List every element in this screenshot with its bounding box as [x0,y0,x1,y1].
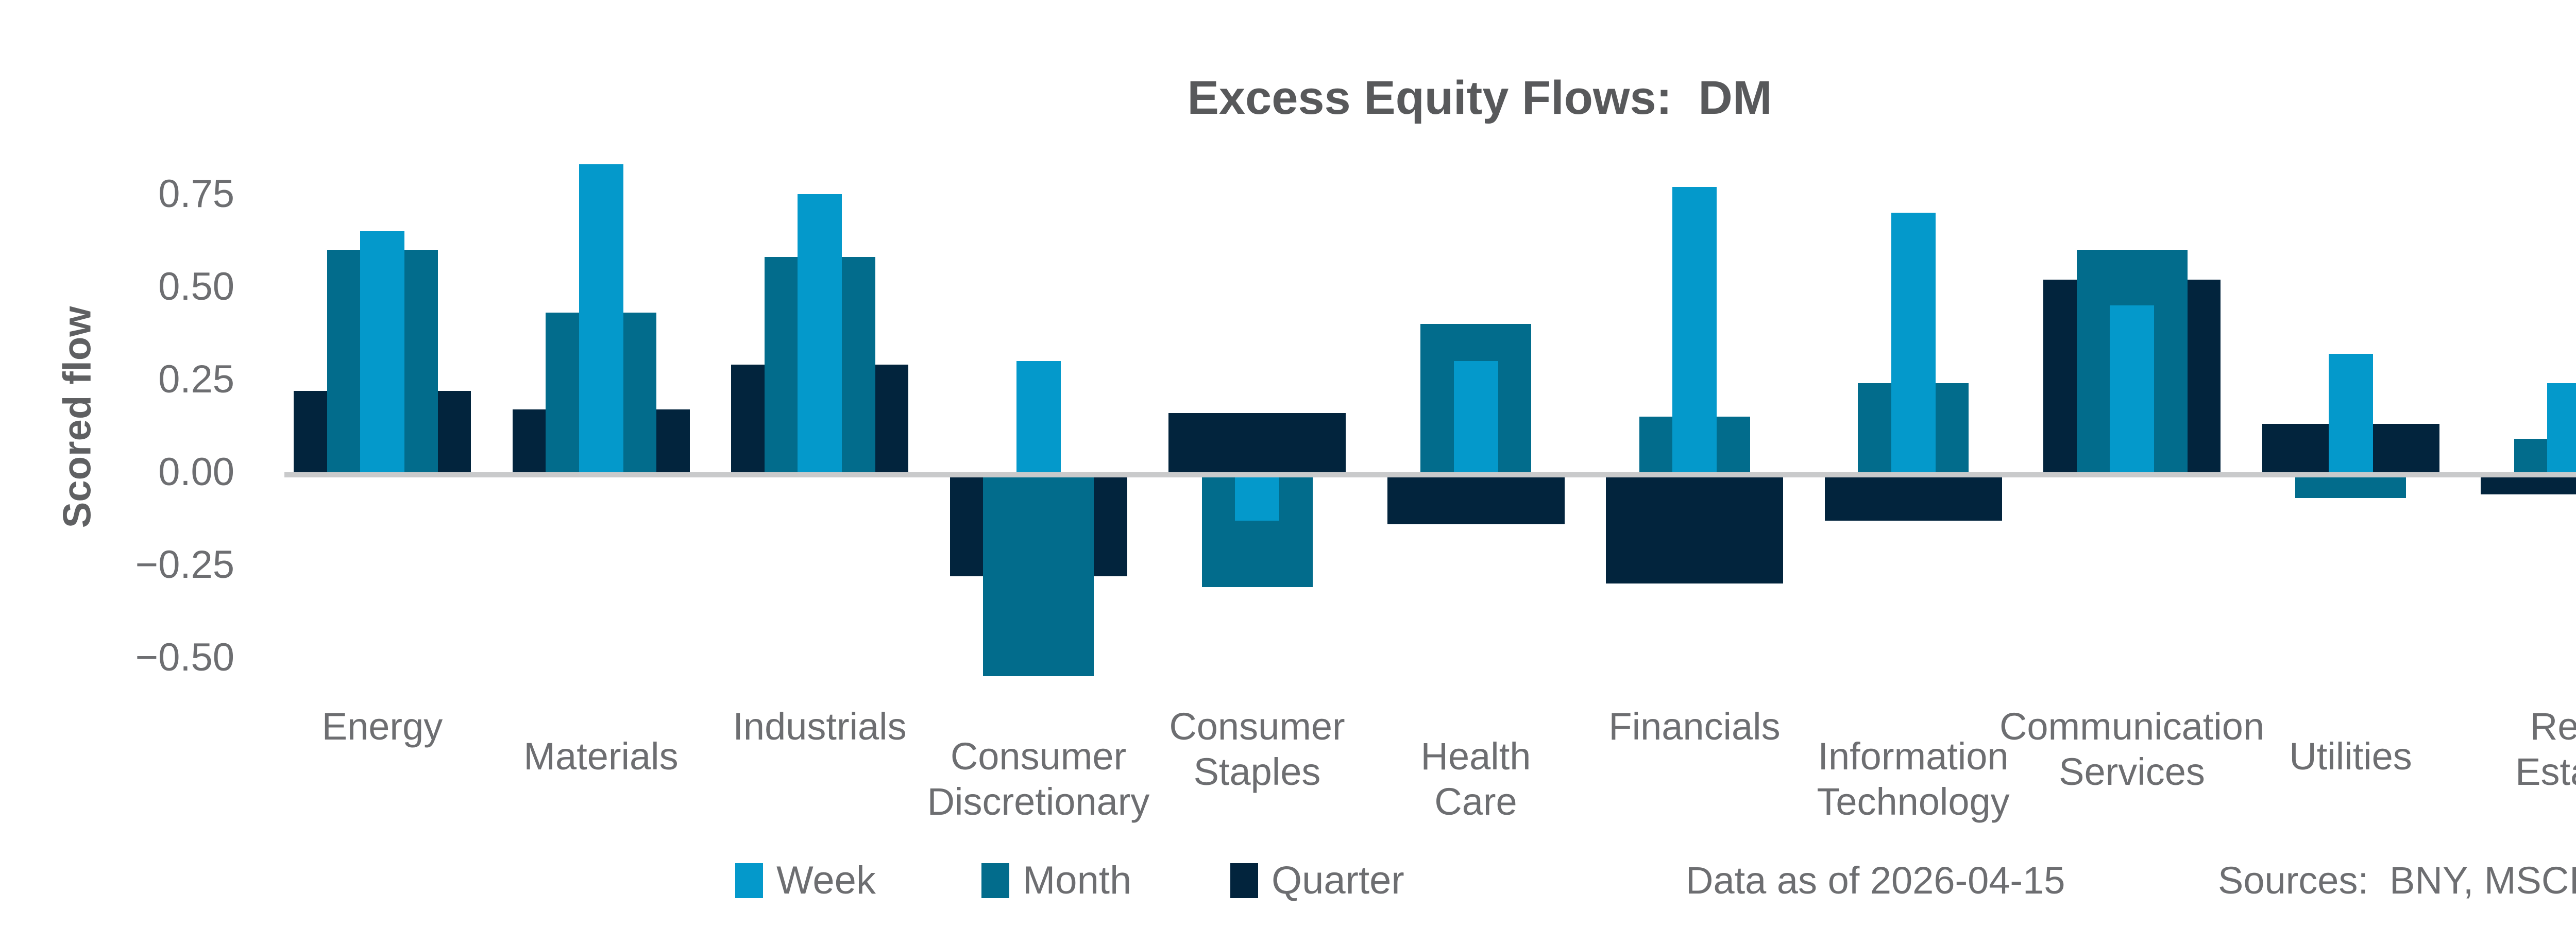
sources-note: Sources: BNY, MSCI [2218,859,2576,902]
x-label-consumer-discretionary: Consumer Discretionary [927,735,1150,823]
legend-swatch-month [981,863,1009,898]
chart-title: Excess Equity Flows: DM [1187,72,1772,124]
bar-quarter-real-estate [2481,477,2576,495]
bar-week-health-care [1453,361,1498,472]
bar-week-information-technology [1891,213,1936,472]
bar-week-energy [360,231,404,472]
bar-quarter-information-technology [1824,477,2002,521]
bar-month-consumer-discretionary [983,477,1094,676]
bar-quarter-financials [1606,477,1783,583]
legend-label-quarter: Quarter [1272,859,1404,902]
bar-week-consumer-staples [1235,477,1279,521]
bar-month-utilities [2295,477,2406,499]
y-tick-0.50: 0.50 [158,265,234,308]
data-as-of-note: Data as of 2026-04-15 [1686,859,2065,902]
y-tick-0.25: 0.25 [158,357,234,401]
bar-week-industrials [798,194,842,472]
bar-week-real-estate [2547,383,2576,472]
bar-quarter-health-care [1387,477,1565,524]
x-label-real-estate: RealEstate [2515,705,2576,793]
bar-quarter-consumer-staples [1168,413,1346,472]
legend-label-month: Month [1023,859,1132,902]
x-label-financials: Financials [1608,705,1781,748]
x-label-health-care: Health Care [1420,735,1531,823]
x-label-communication-services: Communication Services [1999,705,2265,793]
bar-week-consumer-discretionary [1016,361,1061,472]
y-tick-minus-0.50: −0.50 [135,636,234,679]
bar-week-financials [1672,186,1717,472]
bar-week-communication-services [2110,305,2154,472]
x-label-information-technology: Information Technology [1817,735,2010,823]
bar-week-materials [579,164,623,472]
x-label-materials: Materials [523,735,679,778]
x-label-utilities: Utilities [2289,735,2412,778]
legend-item-quarter: Quarter [1230,859,1404,902]
legend-label-week: Week [776,859,876,902]
legend-item-week: Week [735,859,876,902]
y-tick-0.75: 0.75 [158,172,234,216]
legend-swatch-week [735,863,763,898]
x-label-energy: Energy [321,705,443,748]
x-label-consumer-staples: Consumer Staples [1169,705,1345,793]
zero-axis-line [284,472,2576,477]
legend-item-month: Month [981,859,1132,902]
bar-week-utilities [2328,353,2373,472]
y-tick-minus-0.25: −0.25 [135,543,234,587]
legend-swatch-quarter [1230,863,1258,898]
x-label-industrials: Industrials [733,705,907,748]
y-tick-0.00: 0.00 [158,450,234,494]
